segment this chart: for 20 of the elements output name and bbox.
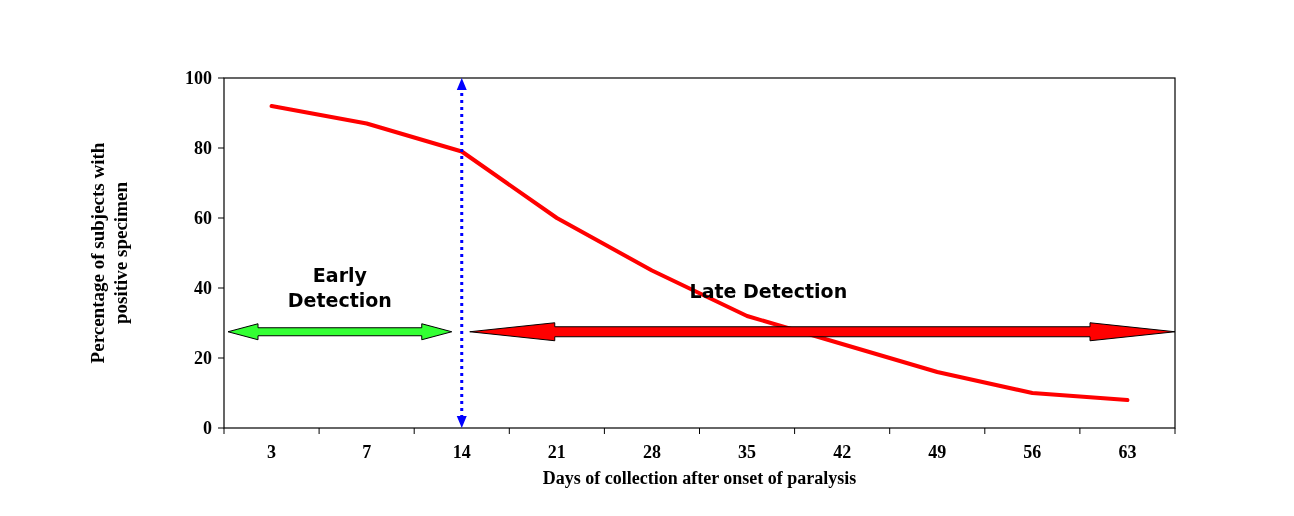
x-tick-label: 21 (547, 442, 566, 462)
x-tick-label: 3 (267, 442, 277, 462)
y-tick-label: 100 (185, 68, 212, 89)
line-series (269, 104, 1130, 402)
annotation: Early Detection (287, 263, 392, 312)
y-tick-label: 0 (203, 418, 212, 439)
y-axis-title: Percentage of subjects with positive specimen (87, 142, 131, 364)
x-axis-title: Days of collection after onset of paralysis (542, 468, 857, 488)
x-tick-label: 7 (362, 442, 372, 462)
x-tick-label: 49 (928, 442, 947, 462)
x-tick-label: 42 (833, 442, 852, 462)
x-tick-label: 63 (1118, 442, 1137, 462)
y-tick-label: 40 (194, 278, 212, 299)
x-tick-label: 35 (738, 442, 757, 462)
x-tick-label: 14 (452, 442, 471, 462)
y-tick-label: 60 (194, 208, 212, 229)
y-tick-label: 80 (194, 138, 212, 159)
x-tick-label: 28 (642, 442, 661, 462)
x-tick-label: 56 (1023, 442, 1042, 462)
y-tick-label: 20 (194, 348, 212, 369)
